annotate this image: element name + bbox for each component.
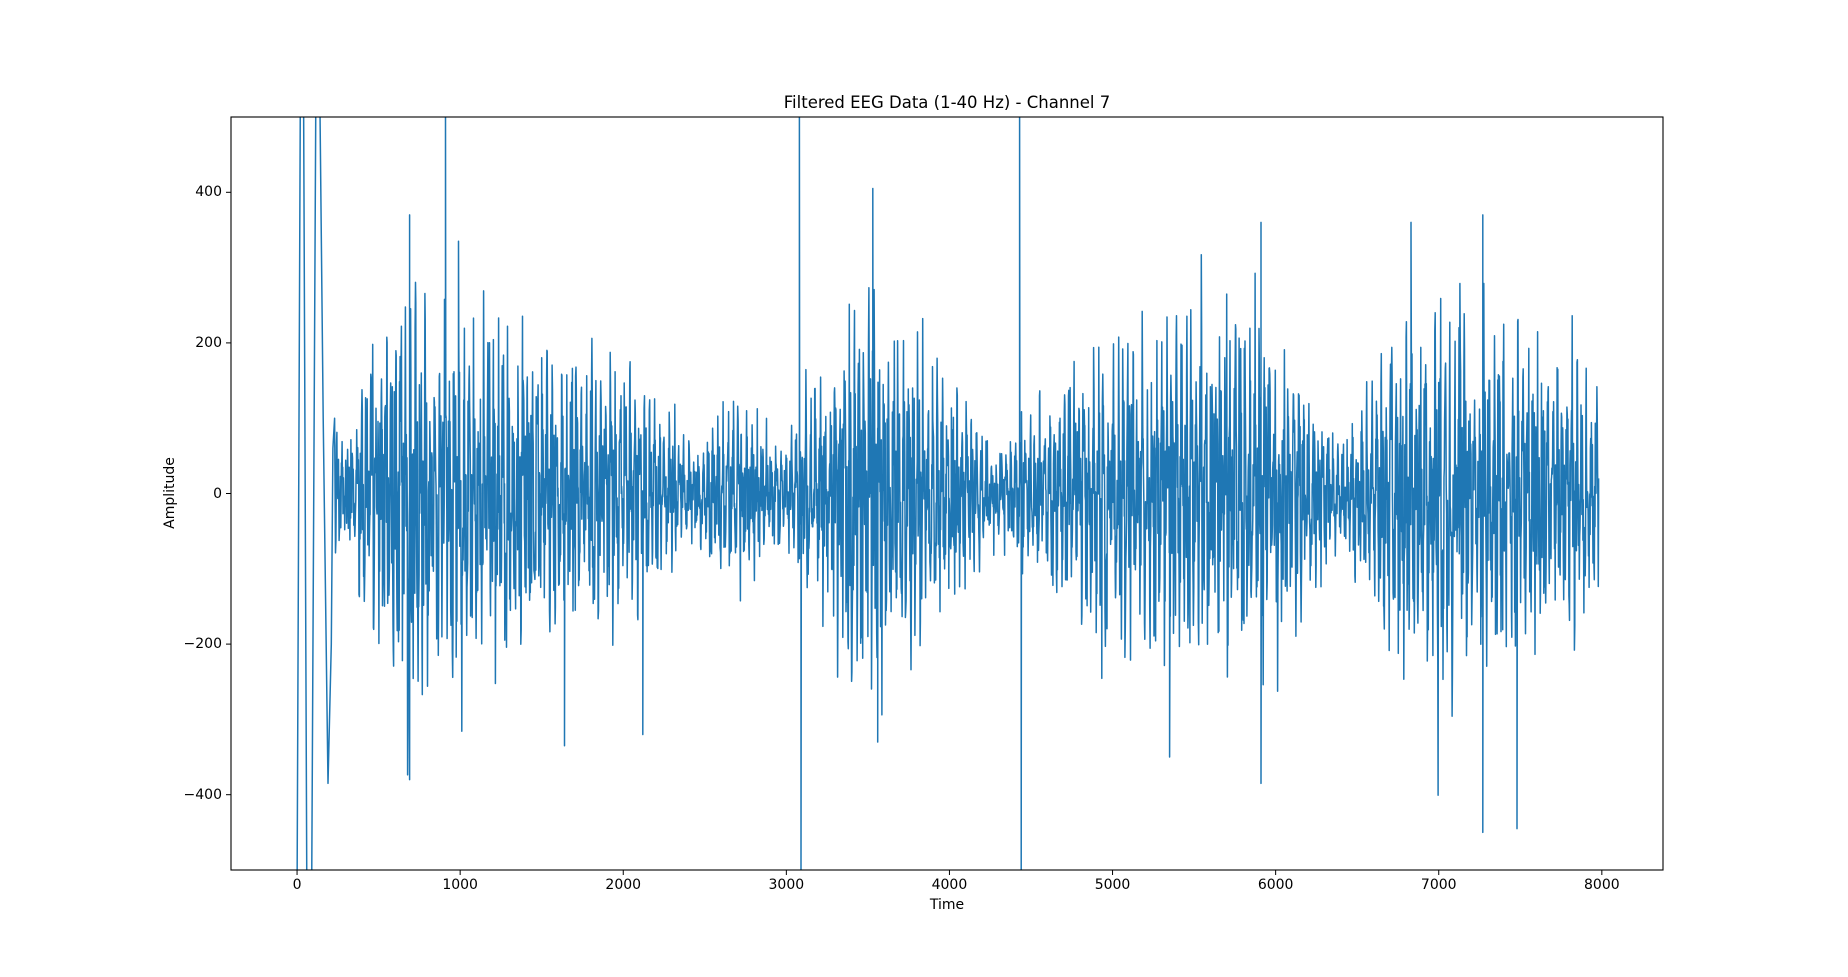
eeg-signal-path — [296, 117, 1600, 870]
y-tick-label: 400 — [195, 184, 222, 201]
axis-ticks — [226, 191, 1603, 875]
x-axis-label: Time — [929, 897, 965, 913]
chart-title: Filtered EEG Data (1-40 Hz) - Channel 7 — [783, 93, 1111, 112]
y-axis-label: Amplitude — [162, 457, 178, 529]
y-tick-label: −400 — [183, 786, 222, 803]
x-tick-label: 5000 — [1094, 877, 1131, 893]
y-tick-label: 200 — [195, 334, 222, 351]
x-tick-label: 6000 — [1257, 877, 1294, 893]
x-tick-label: 1000 — [442, 877, 478, 893]
x-tick-label: 2000 — [605, 877, 642, 893]
y-tick-label: −200 — [183, 636, 222, 653]
signal-line — [296, 117, 1600, 870]
x-tick-label: 0 — [292, 877, 302, 893]
x-tick-label: 7000 — [1420, 877, 1457, 893]
x-tick-label: 4000 — [931, 877, 968, 893]
x-tick-label: 8000 — [1584, 877, 1620, 893]
y-tick-label: 0 — [213, 485, 222, 502]
x-tick-label: 3000 — [768, 877, 805, 893]
